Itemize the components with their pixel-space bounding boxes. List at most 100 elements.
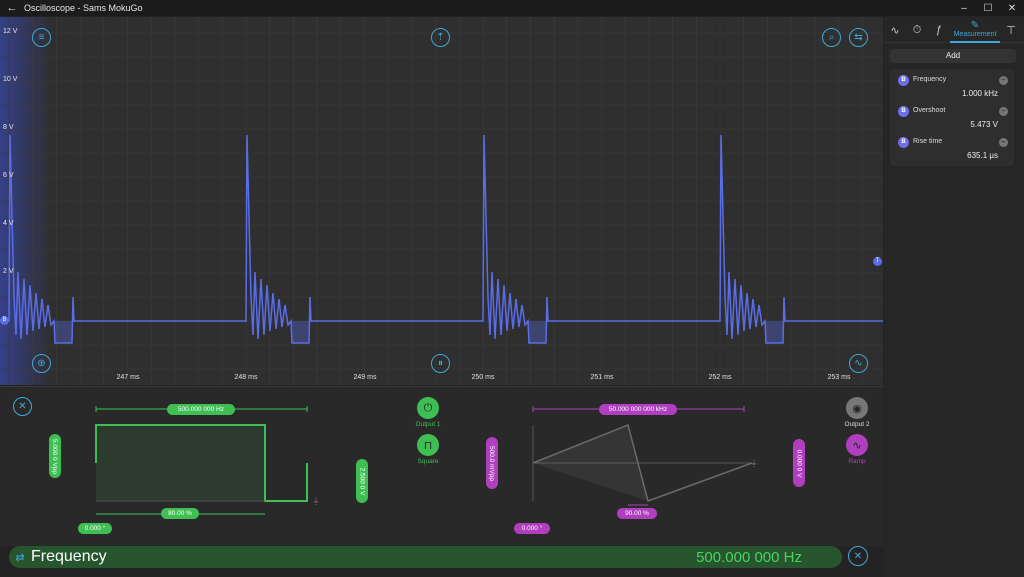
trace-channel-b (0, 134, 883, 344)
pause-icon[interactable]: ⏸ (431, 354, 450, 373)
remove-icon[interactable]: – (999, 138, 1008, 147)
waveform-icon[interactable]: ∿ (849, 354, 868, 373)
x-tick-label: 248 ms (234, 374, 258, 381)
generator-graphics: ⏚ ⏚ (95, 406, 758, 515)
output2-symmetry-field[interactable]: 90.00 % (617, 508, 657, 519)
minimize-icon[interactable]: – (961, 2, 967, 14)
swap-icon[interactable]: ⇄ (15, 551, 25, 564)
side-panel: ∿ ⏱ ƒ ✎ Measurement ⊤ Add B Frequency – … (884, 17, 1024, 577)
measurement-value: 5.473 V (970, 120, 998, 129)
menu-icon[interactable]: ≡ (32, 28, 51, 47)
close-icon[interactable]: ✕ (1007, 2, 1017, 14)
grid (0, 17, 883, 385)
output2-label: Output 2 (844, 421, 870, 428)
measurement-item[interactable]: B Rise time – 635.1 µs (890, 133, 1014, 164)
output1-amplitude-value: 5.000 0 Vpp (51, 438, 59, 474)
measurement-name: Frequency (913, 76, 947, 83)
x-tick-label: 252 ms (708, 374, 732, 381)
x-tick-label: 247 ms (116, 374, 140, 381)
y-tick-label: 10 V (3, 76, 18, 83)
square-wave[interactable] (95, 424, 308, 502)
tools-icon[interactable]: ✕ (848, 546, 868, 566)
y-tick-label: 6 V (3, 172, 14, 179)
probe-icon[interactable]: ⊤ (1006, 24, 1016, 37)
y-tick-label: 12 V (3, 28, 18, 35)
ramp-wave-icon[interactable]: ∿ (846, 434, 868, 456)
output1-frequency-field[interactable]: 500.000 000 Hz (167, 404, 235, 415)
measurement-value: 635.1 µs (967, 151, 998, 160)
channel-badge: B (898, 106, 909, 117)
waveform-icon[interactable]: ∿ (890, 24, 900, 37)
x-tick-label: 251 ms (590, 374, 614, 381)
measurement-name: Overshoot (913, 107, 946, 114)
maximize-icon[interactable]: ☐ (983, 2, 993, 14)
frequency-bar-label: Frequency (31, 548, 107, 565)
remove-icon[interactable]: – (999, 107, 1008, 116)
y-tick-label: 2 V (3, 268, 14, 275)
x-tick-label: 250 ms (471, 374, 495, 381)
measurement-item[interactable]: B Frequency – 1.000 kHz (890, 71, 1014, 102)
frequency-bar-value[interactable]: 500.000 000 Hz (696, 548, 802, 566)
x-tick-label: 253 ms (827, 374, 851, 381)
trace-fill (765, 321, 784, 343)
pencil-icon: ✎ (970, 20, 980, 31)
trigger-marker[interactable]: T (873, 257, 882, 266)
output2-amplitude-value: 500.0 mVpp (488, 445, 496, 481)
add-measurement-button[interactable]: Add (890, 49, 1016, 63)
output2-phase-field[interactable]: 0.000 ° (514, 523, 550, 534)
output2-waveform-label: Ramp (848, 458, 866, 465)
measurement-name: Rise time (913, 138, 943, 145)
tab-measurement[interactable]: ✎ Measurement (950, 17, 1000, 43)
output2-power-icon[interactable]: ◉ (846, 397, 868, 419)
panel-tabs: ∿ ⏱ ƒ ✎ Measurement ⊤ (884, 17, 1024, 43)
output1-duty-field[interactable]: 80.00 % (161, 508, 199, 519)
trace-fill (528, 321, 547, 343)
waveform-generator: ⏚ ⏚ ✕ 500.000 000 Hz 5.000 0 Vpp 2.500 0… (0, 386, 883, 546)
output2-offset-field[interactable]: 0.000 0 V (793, 439, 805, 487)
settings-sliders-icon[interactable]: ⇆ (849, 28, 868, 47)
title-bar: ← Oscilloscope - Sams MokuGo – ☐ ✕ (0, 0, 1024, 16)
measurement-item[interactable]: B Overshoot – 5.473 V (890, 102, 1014, 133)
trace-fill (291, 321, 310, 343)
scope-plot (0, 17, 883, 385)
remove-icon[interactable]: – (999, 76, 1008, 85)
trace-line (0, 134, 883, 344)
ground-icon: ⏚ (312, 497, 320, 506)
square-wave-icon[interactable]: ⊓ (417, 434, 439, 456)
channel-badge: B (898, 75, 909, 86)
timer-icon[interactable]: ⏱ (912, 23, 922, 36)
window-title: Oscilloscope - Sams MokuGo (24, 3, 143, 13)
output1-offset-value: 2.500 0 V (358, 467, 366, 495)
output1-offset-field[interactable]: 2.500 0 V (356, 459, 368, 503)
y-tick-label: 8 V (3, 124, 14, 131)
frequency-input-bar[interactable]: ⇄ Frequency 500.000 000 Hz (9, 546, 842, 568)
x-tick-label: 249 ms (353, 374, 377, 381)
zoom-icon[interactable]: ⌕ (822, 28, 841, 47)
channel-offset-marker[interactable]: B (0, 316, 9, 325)
ramp-wave[interactable] (532, 423, 753, 502)
math-icon[interactable]: ƒ (935, 24, 943, 36)
output2-amplitude-field[interactable]: 500.0 mVpp (486, 437, 498, 489)
measurement-value: 1.000 kHz (961, 89, 998, 98)
output1-label: Output 1 (415, 421, 441, 428)
output1-waveform-label: Square (417, 458, 439, 465)
output1-power-icon[interactable]: ⏻ (417, 397, 439, 419)
ground-icon: ⏚ (750, 459, 758, 468)
channel-badge: B (898, 137, 909, 148)
scope-display[interactable]: 12 V 10 V 8 V 6 V 4 V 2 V 247 ms 248 ms … (0, 17, 883, 385)
trace-fill (54, 321, 73, 343)
output1-amplitude-field[interactable]: 5.000 0 Vpp (49, 434, 61, 478)
output2-offset-value: 0.000 0 V (795, 449, 803, 477)
tab-measurement-label: Measurement (953, 31, 997, 38)
output1-phase-field[interactable]: 0.000 ° (78, 523, 112, 534)
close-output-icon[interactable]: ✕ (13, 397, 32, 416)
cloud-upload-icon[interactable]: ⇡ (431, 28, 450, 47)
output2-frequency-field[interactable]: 50.000 000 000 kHz (599, 404, 677, 415)
measurement-list: B Frequency – 1.000 kHz B Overshoot – 5.… (890, 69, 1014, 166)
ramp-fill (533, 425, 648, 501)
crosshair-icon[interactable]: ⊕ (32, 354, 51, 373)
square-fill (96, 425, 265, 501)
y-tick-label: 4 V (3, 220, 14, 227)
back-arrow-icon[interactable]: ← (6, 2, 18, 14)
